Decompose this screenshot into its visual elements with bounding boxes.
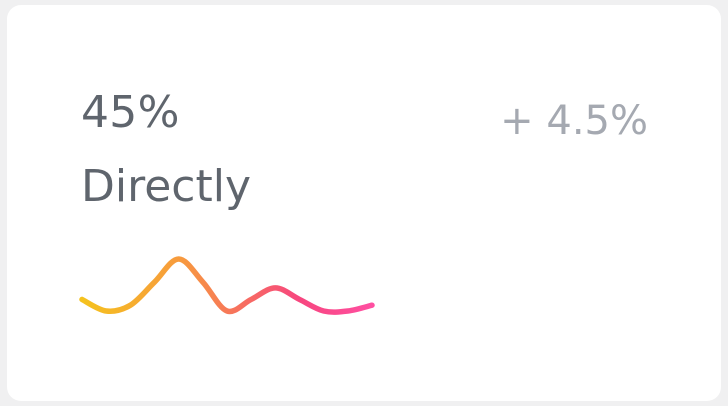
sparkline-line [79, 256, 375, 315]
stat-change: + 4.5% [500, 98, 648, 144]
sparkline-chart [79, 256, 375, 315]
stat-value: 45% [81, 87, 180, 138]
stat-label: Directly [81, 161, 252, 212]
stat-card: 45% Directly + 4.5% [7, 5, 721, 401]
